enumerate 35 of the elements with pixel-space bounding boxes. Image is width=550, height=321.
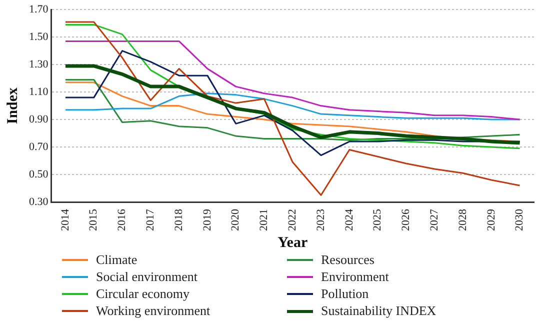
x-tick-label: 2030 (514, 208, 526, 231)
y-axis-title: Index (4, 86, 21, 124)
legend-label: Pollution (321, 286, 369, 302)
legend-label: Sustainability INDEX (321, 303, 436, 319)
x-tick-label: 2017 (144, 208, 157, 231)
y-tick-label: 0.30 (29, 196, 49, 208)
x-tick-label: 2018 (172, 208, 185, 231)
legend-label: Resources (321, 252, 374, 268)
x-tick-label: 2024 (343, 208, 356, 231)
x-tick-label: 2014 (59, 208, 72, 231)
x-tick-label: 2021 (258, 209, 270, 231)
x-axis-title: Year (278, 234, 308, 251)
y-tick-label: 1.70 (29, 3, 49, 16)
x-tick-label: 2016 (116, 208, 128, 231)
legend-label: Social environment (96, 269, 198, 285)
x-tick-label: 2022 (286, 209, 299, 231)
x-tick-label: 2019 (201, 208, 214, 231)
x-tick-label: 2029 (485, 208, 498, 231)
x-tick-label: 2026 (400, 208, 412, 231)
legend-label: Climate (96, 252, 138, 268)
legend-label: Environment (321, 269, 389, 285)
x-tick-label: 2027 (428, 208, 440, 231)
legend-label: Working environment (96, 303, 210, 319)
y-tick-label: 1.50 (29, 30, 49, 43)
y-tick-label: 0.70 (29, 140, 49, 153)
y-tick-label: 0.90 (29, 113, 49, 126)
x-tick-label: 2020 (230, 208, 242, 231)
y-tick-label: 0.50 (29, 168, 49, 180)
x-tick-label: 2025 (372, 208, 384, 231)
y-tick-label: 1.30 (29, 58, 49, 70)
x-tick-label: 2028 (456, 208, 469, 231)
legend-label: Circular economy (96, 286, 190, 302)
x-tick-label: 2023 (314, 208, 327, 231)
x-tick-label: 2015 (88, 208, 100, 231)
y-tick-label: 1.10 (29, 86, 49, 98)
